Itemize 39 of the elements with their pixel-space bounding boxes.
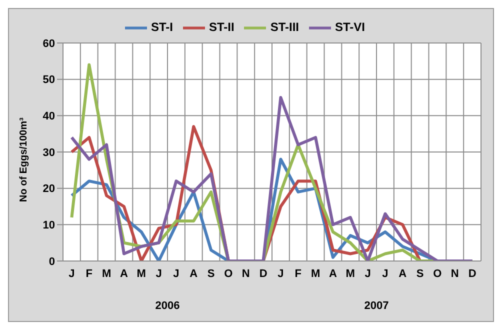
y-tick-label: 20	[42, 183, 55, 196]
x-tick-label: J	[173, 268, 180, 280]
x-tick-label: F	[86, 268, 93, 280]
x-tick-label: A	[398, 268, 407, 280]
y-tick-label: 60	[42, 38, 55, 50]
x-tick-label: J	[382, 268, 388, 280]
x-tick-label: M	[136, 268, 146, 280]
x-tick-label: A	[190, 268, 198, 280]
x-tick-label: D	[468, 268, 476, 280]
legend-label: ST-I	[150, 20, 173, 34]
x-tick-label: M	[102, 268, 112, 280]
x-tick-label: J	[278, 268, 284, 280]
x-tick-label: N	[242, 268, 250, 280]
y-tick-label: 40	[42, 110, 55, 123]
legend-label: ST-III	[270, 20, 299, 34]
y-tick-label: 50	[42, 74, 55, 86]
legend-label: ST-VI	[335, 20, 366, 34]
x-tick-label: J	[364, 268, 371, 280]
y-axis-title: No of Eggs/100m³	[18, 116, 30, 202]
x-tick-label: F	[294, 268, 302, 280]
line-series	[70, 96, 474, 261]
x-tick-label: M	[310, 268, 320, 280]
x-tick-label: J	[68, 268, 75, 280]
y-tick-label: 10	[42, 220, 55, 232]
x-tick-label: N	[450, 268, 459, 280]
text: 2006	[155, 300, 180, 312]
y-tick-label: 30	[42, 146, 55, 159]
x-tick-label: O	[224, 268, 234, 280]
x-tick-label: S	[207, 268, 215, 280]
x-tick-label: A	[328, 268, 337, 280]
x-tick-label: D	[259, 268, 268, 280]
x-tick-label: J	[156, 268, 162, 280]
x-tick-label: O	[433, 268, 442, 280]
legend-label: ST-II	[208, 20, 234, 34]
x-tick-label: A	[120, 268, 128, 280]
text: 2007	[364, 300, 389, 312]
y-tick-label: 0	[48, 256, 55, 268]
x-tick-label: S	[416, 268, 424, 280]
x-tick-label: M	[346, 268, 355, 280]
